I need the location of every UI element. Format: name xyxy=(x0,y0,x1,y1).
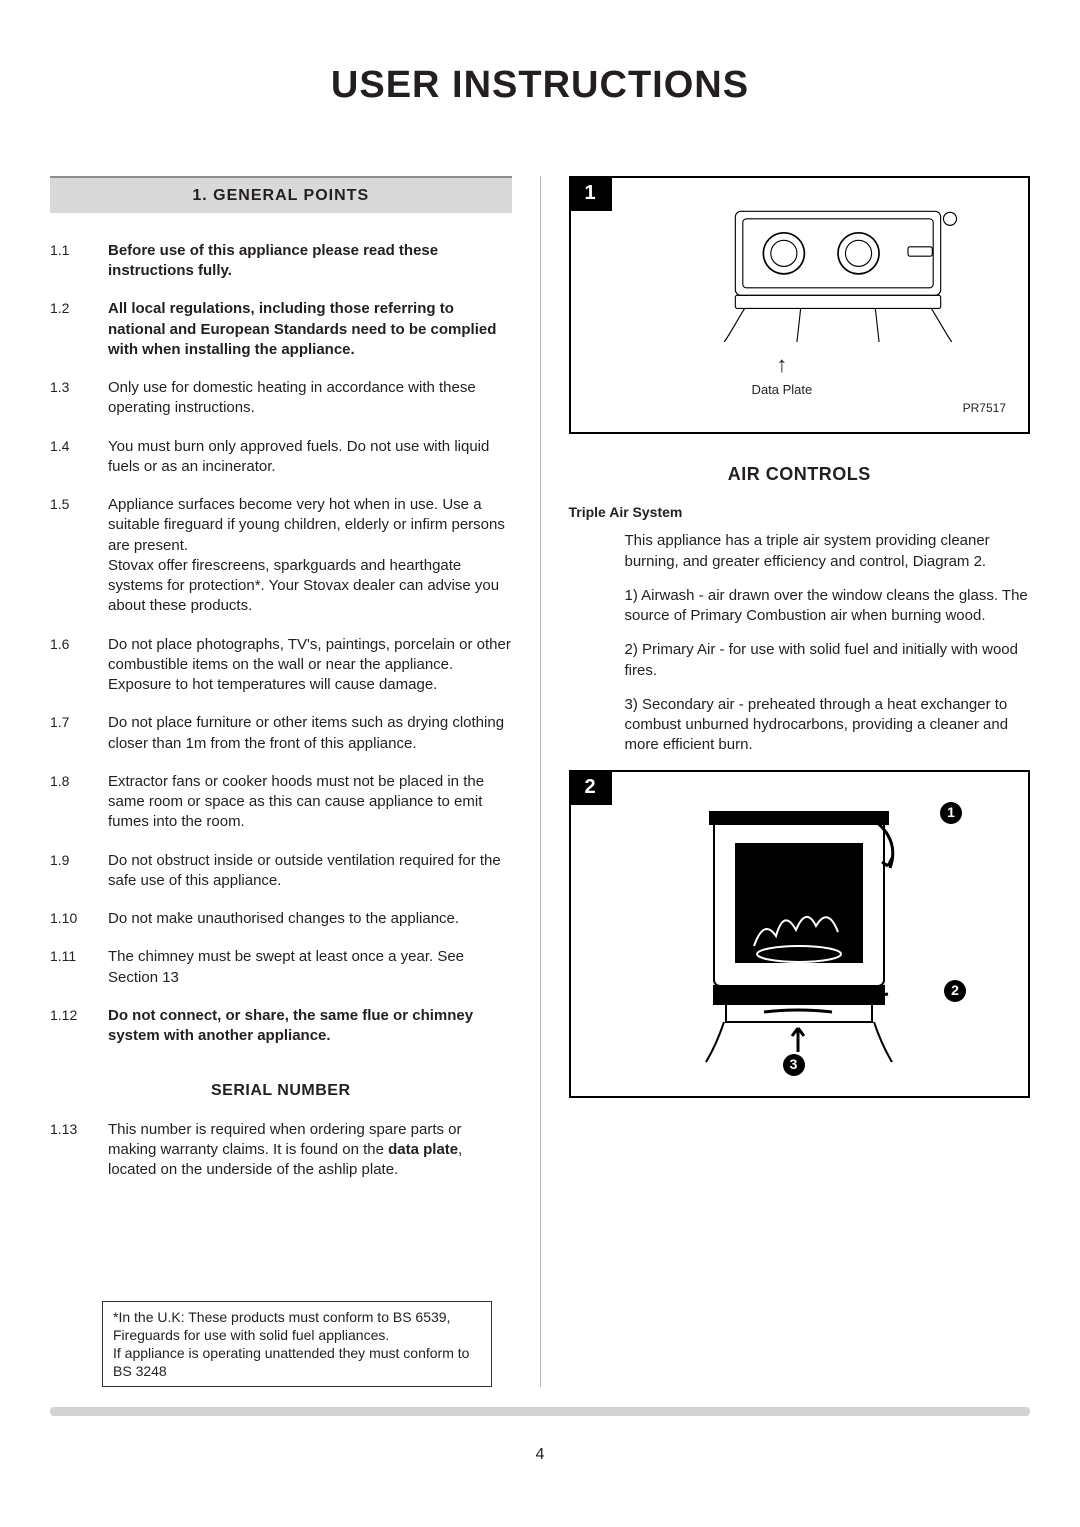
air-paragraph: 2) Primary Air - for use with solid fuel… xyxy=(625,640,1031,681)
list-item: 1.1 Before use of this appliance please r… xyxy=(50,241,512,282)
item-text: This number is required when ordering sp… xyxy=(108,1120,512,1181)
item-number: 1.9 xyxy=(50,851,90,892)
item-text: All local regulations, including those r… xyxy=(108,299,512,360)
item-text: Do not obstruct inside or outside ventil… xyxy=(108,851,512,892)
list-item: 1.9 Do not obstruct inside or outside ven… xyxy=(50,851,512,892)
item-number: 1.12 xyxy=(50,1006,90,1047)
item-number: 1.13 xyxy=(50,1120,90,1181)
bottom-rule xyxy=(50,1407,1030,1416)
list-item: 1.2 All local regulations, including thos… xyxy=(50,299,512,360)
item-text: Before use of this appliance please read… xyxy=(108,241,512,282)
air-paragraph: 3) Secondary air - preheated through a h… xyxy=(625,695,1031,756)
triple-air-subhead: Triple Air System xyxy=(569,503,1031,522)
stove-cutaway-illustration xyxy=(664,796,934,1072)
serial-number-list: 1.13 This number is required when orderi… xyxy=(50,1120,512,1181)
right-column: 1 xyxy=(569,176,1031,1387)
left-column: 1. GENERAL POINTS 1.1 Before use of this … xyxy=(50,176,512,1387)
air-paragraph: This appliance has a triple air system p… xyxy=(625,531,1031,572)
list-item: 1.4 You must burn only approved fuels. Do… xyxy=(50,437,512,478)
item-number: 1.7 xyxy=(50,713,90,754)
air-paragraph: 1) Airwash - air drawn over the window c… xyxy=(625,586,1031,627)
serial-text-bold: data plate xyxy=(388,1141,458,1158)
serial-number-header: SERIAL NUMBER xyxy=(50,1080,512,1102)
page-title: USER INSTRUCTIONS xyxy=(50,60,1030,111)
figure-2: 2 xyxy=(569,770,1031,1098)
list-item: 1.3 Only use for domestic heating in acco… xyxy=(50,378,512,419)
item-text: Do not place furniture or other items su… xyxy=(108,713,512,754)
item-number: 1.5 xyxy=(50,495,90,617)
list-item: 1.12 Do not connect, or share, the same f… xyxy=(50,1006,512,1047)
figure-1-label: Data Plate xyxy=(752,381,813,399)
item-number: 1.2 xyxy=(50,299,90,360)
item-text: You must burn only approved fuels. Do no… xyxy=(108,437,512,478)
footnote-box: *In the U.K: These products must conform… xyxy=(102,1301,492,1388)
item-number: 1.10 xyxy=(50,909,90,929)
list-item: 1.11 The chimney must be swept at least o… xyxy=(50,947,512,988)
item-text: Do not make unauthorised changes to the … xyxy=(108,909,512,929)
page-number: 4 xyxy=(50,1444,1030,1466)
item-number: 1.6 xyxy=(50,635,90,696)
callout-2: 2 xyxy=(944,980,966,1002)
air-controls-header: AIR CONTROLS xyxy=(569,462,1031,486)
stove-front-illustration xyxy=(688,202,988,342)
air-controls-body: This appliance has a triple air system p… xyxy=(625,531,1031,755)
up-arrow-icon: ↑ xyxy=(776,354,787,376)
column-divider xyxy=(540,176,541,1387)
callout-3: 3 xyxy=(783,1054,805,1076)
item-number: 1.8 xyxy=(50,772,90,833)
item-text: Do not connect, or share, the same flue … xyxy=(108,1006,512,1047)
callout-1: 1 xyxy=(940,802,962,824)
list-item: 1.5 Appliance surfaces become very hot wh… xyxy=(50,495,512,617)
list-item: 1.6 Do not place photographs, TV's, paint… xyxy=(50,635,512,696)
item-number: 1.11 xyxy=(50,947,90,988)
general-points-list: 1.1 Before use of this appliance please r… xyxy=(50,241,512,1047)
item-text: The chimney must be swept at least once … xyxy=(108,947,512,988)
list-item: 1.13 This number is required when orderi… xyxy=(50,1120,512,1181)
item-number: 1.1 xyxy=(50,241,90,282)
section-1-header: 1. GENERAL POINTS xyxy=(50,176,512,213)
item-number: 1.3 xyxy=(50,378,90,419)
item-number: 1.4 xyxy=(50,437,90,478)
list-item: 1.8 Extractor fans or cooker hoods must n… xyxy=(50,772,512,833)
item-text: Do not place photographs, TV's, painting… xyxy=(108,635,512,696)
list-item: 1.10 Do not make unauthorised changes to … xyxy=(50,909,512,929)
two-column-layout: 1. GENERAL POINTS 1.1 Before use of this … xyxy=(50,176,1030,1387)
list-item: 1.7 Do not place furniture or other items… xyxy=(50,713,512,754)
figure-1-code: PR7517 xyxy=(963,400,1006,416)
item-text: Appliance surfaces become very hot when … xyxy=(108,495,512,617)
item-text: Extractor fans or cooker hoods must not … xyxy=(108,772,512,833)
figure-1: 1 xyxy=(569,176,1031,434)
item-text: Only use for domestic heating in accorda… xyxy=(108,378,512,419)
